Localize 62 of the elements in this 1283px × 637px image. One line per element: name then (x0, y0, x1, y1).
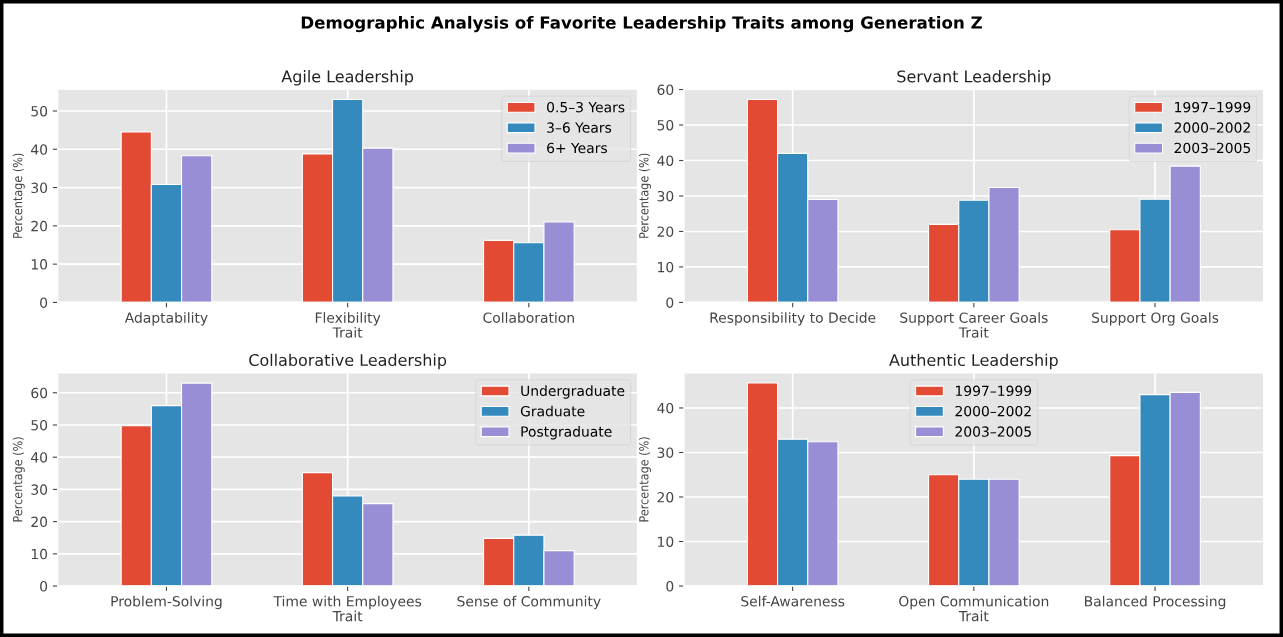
x-axis-title: Trait (958, 326, 989, 338)
y-tick-label: 60 (657, 84, 674, 96)
legend-label: Postgraduate (521, 426, 612, 440)
x-axis-title: Trait (332, 610, 363, 622)
y-tick-label: 50 (31, 419, 48, 431)
legend-label: 2000–2002 (1174, 122, 1250, 133)
y-tick-label: 50 (31, 105, 48, 117)
chart-title: Servant Leadership (897, 70, 1051, 86)
y-tick-label: 30 (657, 447, 674, 458)
y-tick-label: 20 (657, 226, 674, 237)
legend-label: 2000–2002 (955, 405, 1031, 417)
y-tick-label: 0 (40, 297, 48, 308)
legend-label: 2003–2005 (955, 426, 1031, 437)
y-tick-label: 50 (657, 119, 674, 131)
x-tick-label: Self-Awareness (741, 595, 845, 607)
y-tick-label: 0 (666, 297, 674, 308)
x-tick-label: Balanced Processing (1085, 595, 1226, 610)
x-tick-label: Responsibility to Decide (710, 312, 876, 326)
y-tick-label: 40 (657, 402, 674, 414)
legend-label: Undergraduate (521, 385, 625, 399)
y-axis-title: Percentage (%) (12, 437, 25, 522)
y-axis-title: Percentage (%) (638, 153, 651, 238)
x-tick-label: Time with Employees (273, 595, 422, 610)
chart-title: Agile Leadership (281, 70, 414, 86)
x-tick-label: Support Org Goals (1092, 312, 1219, 326)
legend-label: 1997–1999 (956, 385, 1032, 397)
y-tick-label: 0 (666, 581, 674, 592)
x-tick-label: Open Communication (899, 595, 1049, 610)
y-tick-label: 30 (31, 484, 48, 495)
y-tick-label: 60 (31, 387, 48, 399)
y-tick-label: 40 (657, 155, 674, 166)
y-tick-label: 0 (40, 581, 48, 592)
y-tick-label: 40 (31, 452, 48, 463)
y-tick-label: 10 (658, 536, 674, 547)
y-tick-label: 30 (657, 190, 674, 202)
y-tick-label: 10 (31, 259, 48, 270)
text: Demographic Analysis of Favorite Leadership Traits among Generation Z (301, 15, 982, 33)
x-axis-title: Trait (332, 326, 363, 338)
x-axis-title: Trait (958, 610, 989, 622)
y-axis-title: Percentage (%) (12, 153, 25, 238)
x-tick-label: Sense of Community (457, 595, 601, 610)
y-tick-label: 40 (31, 144, 48, 155)
x-tick-label: Support Career Goals (900, 312, 1048, 326)
y-tick-label: 20 (31, 220, 48, 232)
x-tick-label: Adaptability (124, 312, 208, 326)
y-tick-label: 20 (657, 491, 674, 503)
legend-label: 0.5–3 Years (547, 101, 625, 113)
y-axis-title: Percentage (%) (638, 437, 651, 522)
legend-label: 6+ Years (547, 142, 607, 154)
legend-label: 1997–1999 (1175, 101, 1251, 113)
x-tick-label: Flexibility (315, 312, 381, 326)
y-tick-label: 30 (31, 182, 48, 194)
chart-title: Authentic Leadership (889, 353, 1058, 370)
y-tick-label: 10 (658, 261, 674, 273)
legend-label: 2003–2005 (1174, 142, 1251, 154)
y-tick-label: 20 (31, 516, 48, 528)
chart-title: Collaborative Leadership (249, 353, 447, 370)
legend-label: 3–6 Years (547, 122, 612, 133)
y-tick-label: 10 (31, 548, 48, 560)
legend-label: Graduate (520, 405, 585, 417)
x-tick-label: Problem-Solving (111, 595, 222, 610)
x-tick-label: Collaboration (483, 312, 574, 323)
